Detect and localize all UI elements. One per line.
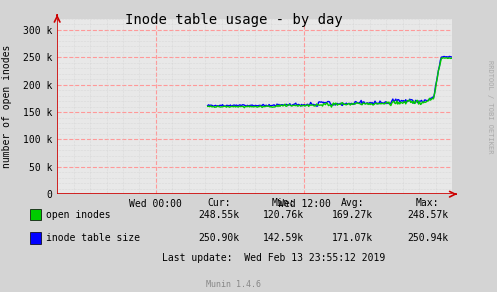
Text: 250.90k: 250.90k [198, 233, 239, 243]
Text: 169.27k: 169.27k [332, 210, 373, 220]
Text: Cur:: Cur: [207, 198, 231, 208]
Text: RRDTOOL / TOBI OETIKER: RRDTOOL / TOBI OETIKER [487, 60, 493, 153]
Text: 250.94k: 250.94k [407, 233, 448, 243]
Text: 248.55k: 248.55k [198, 210, 239, 220]
Text: Max:: Max: [415, 198, 439, 208]
Text: 120.76k: 120.76k [263, 210, 304, 220]
Text: open inodes: open inodes [46, 210, 110, 220]
Text: Inode table usage - by day: Inode table usage - by day [125, 13, 342, 27]
Text: number of open inodes: number of open inodes [2, 45, 12, 168]
Text: 142.59k: 142.59k [263, 233, 304, 243]
Text: inode table size: inode table size [46, 233, 140, 243]
Text: Min:: Min: [271, 198, 295, 208]
Text: 248.57k: 248.57k [407, 210, 448, 220]
Text: Last update:  Wed Feb 13 23:55:12 2019: Last update: Wed Feb 13 23:55:12 2019 [162, 253, 385, 263]
Text: Avg:: Avg: [341, 198, 365, 208]
Text: Munin 1.4.6: Munin 1.4.6 [206, 280, 261, 289]
Text: 171.07k: 171.07k [332, 233, 373, 243]
